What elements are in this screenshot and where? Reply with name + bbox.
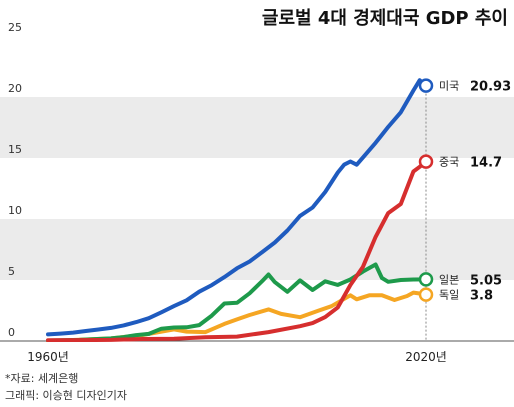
series-name-label: 독일 [439,288,459,302]
graphic-credit: 그래픽: 이승현 디자인기자 [5,389,128,402]
data-source-note: *자료: 세계은행 [5,372,79,385]
series-line-1 [46,159,428,342]
grid-band [0,36,514,97]
series-line-3 [46,290,428,342]
y-tick-label: 25 [8,21,22,34]
series-end-marker [418,154,434,169]
series-name-label: 중국 [439,156,459,169]
y-axis-ticks: 0 5 10 15 20 25 [8,21,22,339]
series-end-marker [418,78,434,93]
grid-band [0,158,514,219]
series-end-marker [418,272,434,287]
y-tick-label: 10 [8,204,22,217]
series-value-label: 14.7 [470,156,502,171]
series-line-2 [46,262,428,342]
grid-band [0,97,514,158]
series-name-label: 미국 [439,80,459,93]
x-tick-label: 2020년 [405,350,447,364]
series-value-label: 20.93 [470,80,511,95]
y-tick-label: 0 [8,326,15,339]
series-end-marker [418,287,434,302]
grid-bands [0,36,514,341]
series-line-0 [46,78,428,337]
y-tick-label: 20 [8,82,22,95]
series-name-label: 일본 [439,272,459,286]
chart-title: 글로벌 4대 경제대국 GDP 추이 [262,8,508,29]
series-value-label: 3.8 [470,289,493,304]
x-axis-ticks: 1960년 2020년 [27,350,447,364]
series-lines [46,78,428,342]
grid-band [0,219,514,280]
x-tick-label: 1960년 [27,350,69,364]
y-tick-label: 15 [8,143,22,156]
y-tick-label: 5 [8,265,15,278]
series-value-label: 5.05 [470,273,502,288]
series-end-labels: 미국 20.93 중국 14.7 일본 5.05 독일 3.8 [418,78,511,304]
